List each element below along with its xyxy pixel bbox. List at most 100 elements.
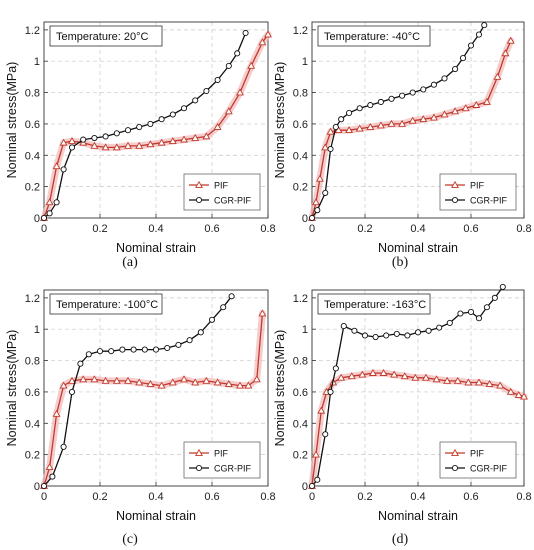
data-point — [346, 109, 353, 116]
data-point — [457, 310, 464, 317]
legend-label-0: PIF — [214, 181, 229, 191]
panel-label: (d) — [392, 532, 409, 547]
data-point — [168, 378, 177, 386]
data-point — [398, 119, 407, 127]
y-axis-label: Nominal stress(MPa) — [273, 330, 287, 447]
data-point — [247, 61, 256, 69]
y-tick-label: 0.4 — [293, 150, 308, 162]
data-point — [119, 346, 126, 353]
data-point — [236, 88, 244, 96]
data-point — [340, 323, 347, 330]
x-tick-label: 0 — [309, 491, 315, 503]
legend-box — [183, 441, 261, 479]
legend-marker-1 — [451, 464, 459, 472]
legend-label-1: CGR-PIF — [214, 464, 252, 474]
data-point — [443, 376, 452, 384]
y-tick-label: 0.6 — [25, 119, 40, 131]
y-tick-label: 0.8 — [25, 356, 40, 368]
y-tick-label: 1 — [302, 324, 308, 336]
data-point — [317, 406, 326, 414]
data-point — [202, 132, 211, 140]
temperature-box — [317, 293, 431, 315]
legend-box — [439, 441, 517, 479]
data-point — [506, 387, 515, 395]
legend-marker-0 — [195, 448, 203, 456]
legend: PIF CGR-PIF — [439, 441, 517, 479]
data-point — [425, 327, 432, 334]
data-point — [464, 378, 473, 386]
data-point — [130, 346, 137, 353]
data-point — [361, 332, 369, 339]
data-point — [337, 373, 346, 381]
x-tick-label: 0.2 — [357, 223, 372, 235]
data-point — [68, 376, 76, 384]
data-point — [244, 381, 253, 389]
data-point — [59, 138, 68, 146]
data-point — [45, 198, 54, 206]
data-point — [475, 31, 483, 38]
data-point — [191, 378, 200, 386]
data-point — [60, 443, 67, 450]
data-point — [430, 81, 437, 88]
y-tick-label: 0.4 — [293, 418, 308, 430]
data-point — [49, 473, 56, 480]
data-point — [355, 124, 364, 132]
data-point — [135, 378, 144, 386]
data-point — [347, 372, 356, 380]
data-point — [124, 376, 132, 384]
y-tick-label: 1.2 — [293, 25, 308, 37]
data-point — [499, 283, 506, 290]
data-point — [351, 327, 358, 334]
data-point — [461, 104, 470, 112]
data-point — [493, 72, 502, 80]
data-point — [59, 381, 68, 389]
y-tick-label: 0.4 — [25, 150, 40, 162]
data-point — [80, 136, 87, 143]
x-tick-label: 0.4 — [410, 491, 425, 503]
chart-panel-1: 0 0.2 0.4 0.6 0.8 0 0.2 0.4 0.6 0.8 1 1.2 Nominal st… — [5, 21, 276, 270]
data-point — [202, 376, 211, 384]
data-point — [472, 100, 481, 108]
data-point — [485, 379, 494, 387]
legend-label-1: CGR-PIF — [470, 464, 508, 474]
data-point — [408, 116, 417, 124]
data-point — [68, 388, 76, 395]
temperature-annotation: Temperature: -40°C — [324, 31, 420, 43]
data-point — [213, 122, 222, 130]
data-point — [258, 309, 267, 317]
data-point — [208, 316, 216, 323]
data-point — [453, 376, 462, 384]
data-point — [393, 330, 400, 337]
legend-label-0: PIF — [214, 449, 229, 459]
data-point — [224, 379, 233, 387]
data-point — [180, 105, 188, 112]
x-tick-label: 0 — [41, 223, 47, 235]
data-point — [52, 162, 61, 170]
data-point — [475, 315, 483, 322]
x-tick-label: 0.8 — [260, 491, 275, 503]
data-point — [214, 76, 221, 84]
data-point — [169, 111, 176, 118]
data-point — [252, 375, 261, 383]
data-point — [506, 36, 515, 44]
data-point — [414, 329, 422, 336]
y-axis-label: Nominal stress(MPa) — [5, 330, 19, 447]
data-point — [356, 105, 363, 112]
data-point — [308, 482, 316, 490]
data-point — [436, 324, 443, 331]
y-tick-label: 0 — [34, 481, 40, 493]
data-point — [136, 124, 143, 131]
legend-marker-1 — [451, 196, 459, 204]
data-point — [483, 304, 490, 311]
data-point — [467, 308, 475, 316]
y-tick-label: 0.6 — [25, 387, 40, 399]
data-point — [388, 95, 395, 102]
legend-box — [183, 173, 261, 211]
data-point — [152, 346, 160, 353]
data-point — [383, 332, 390, 339]
data-point — [102, 133, 109, 140]
temperature-annotation: Temperature: -100°C — [56, 299, 158, 311]
data-point — [91, 134, 98, 142]
data-point — [358, 370, 367, 378]
